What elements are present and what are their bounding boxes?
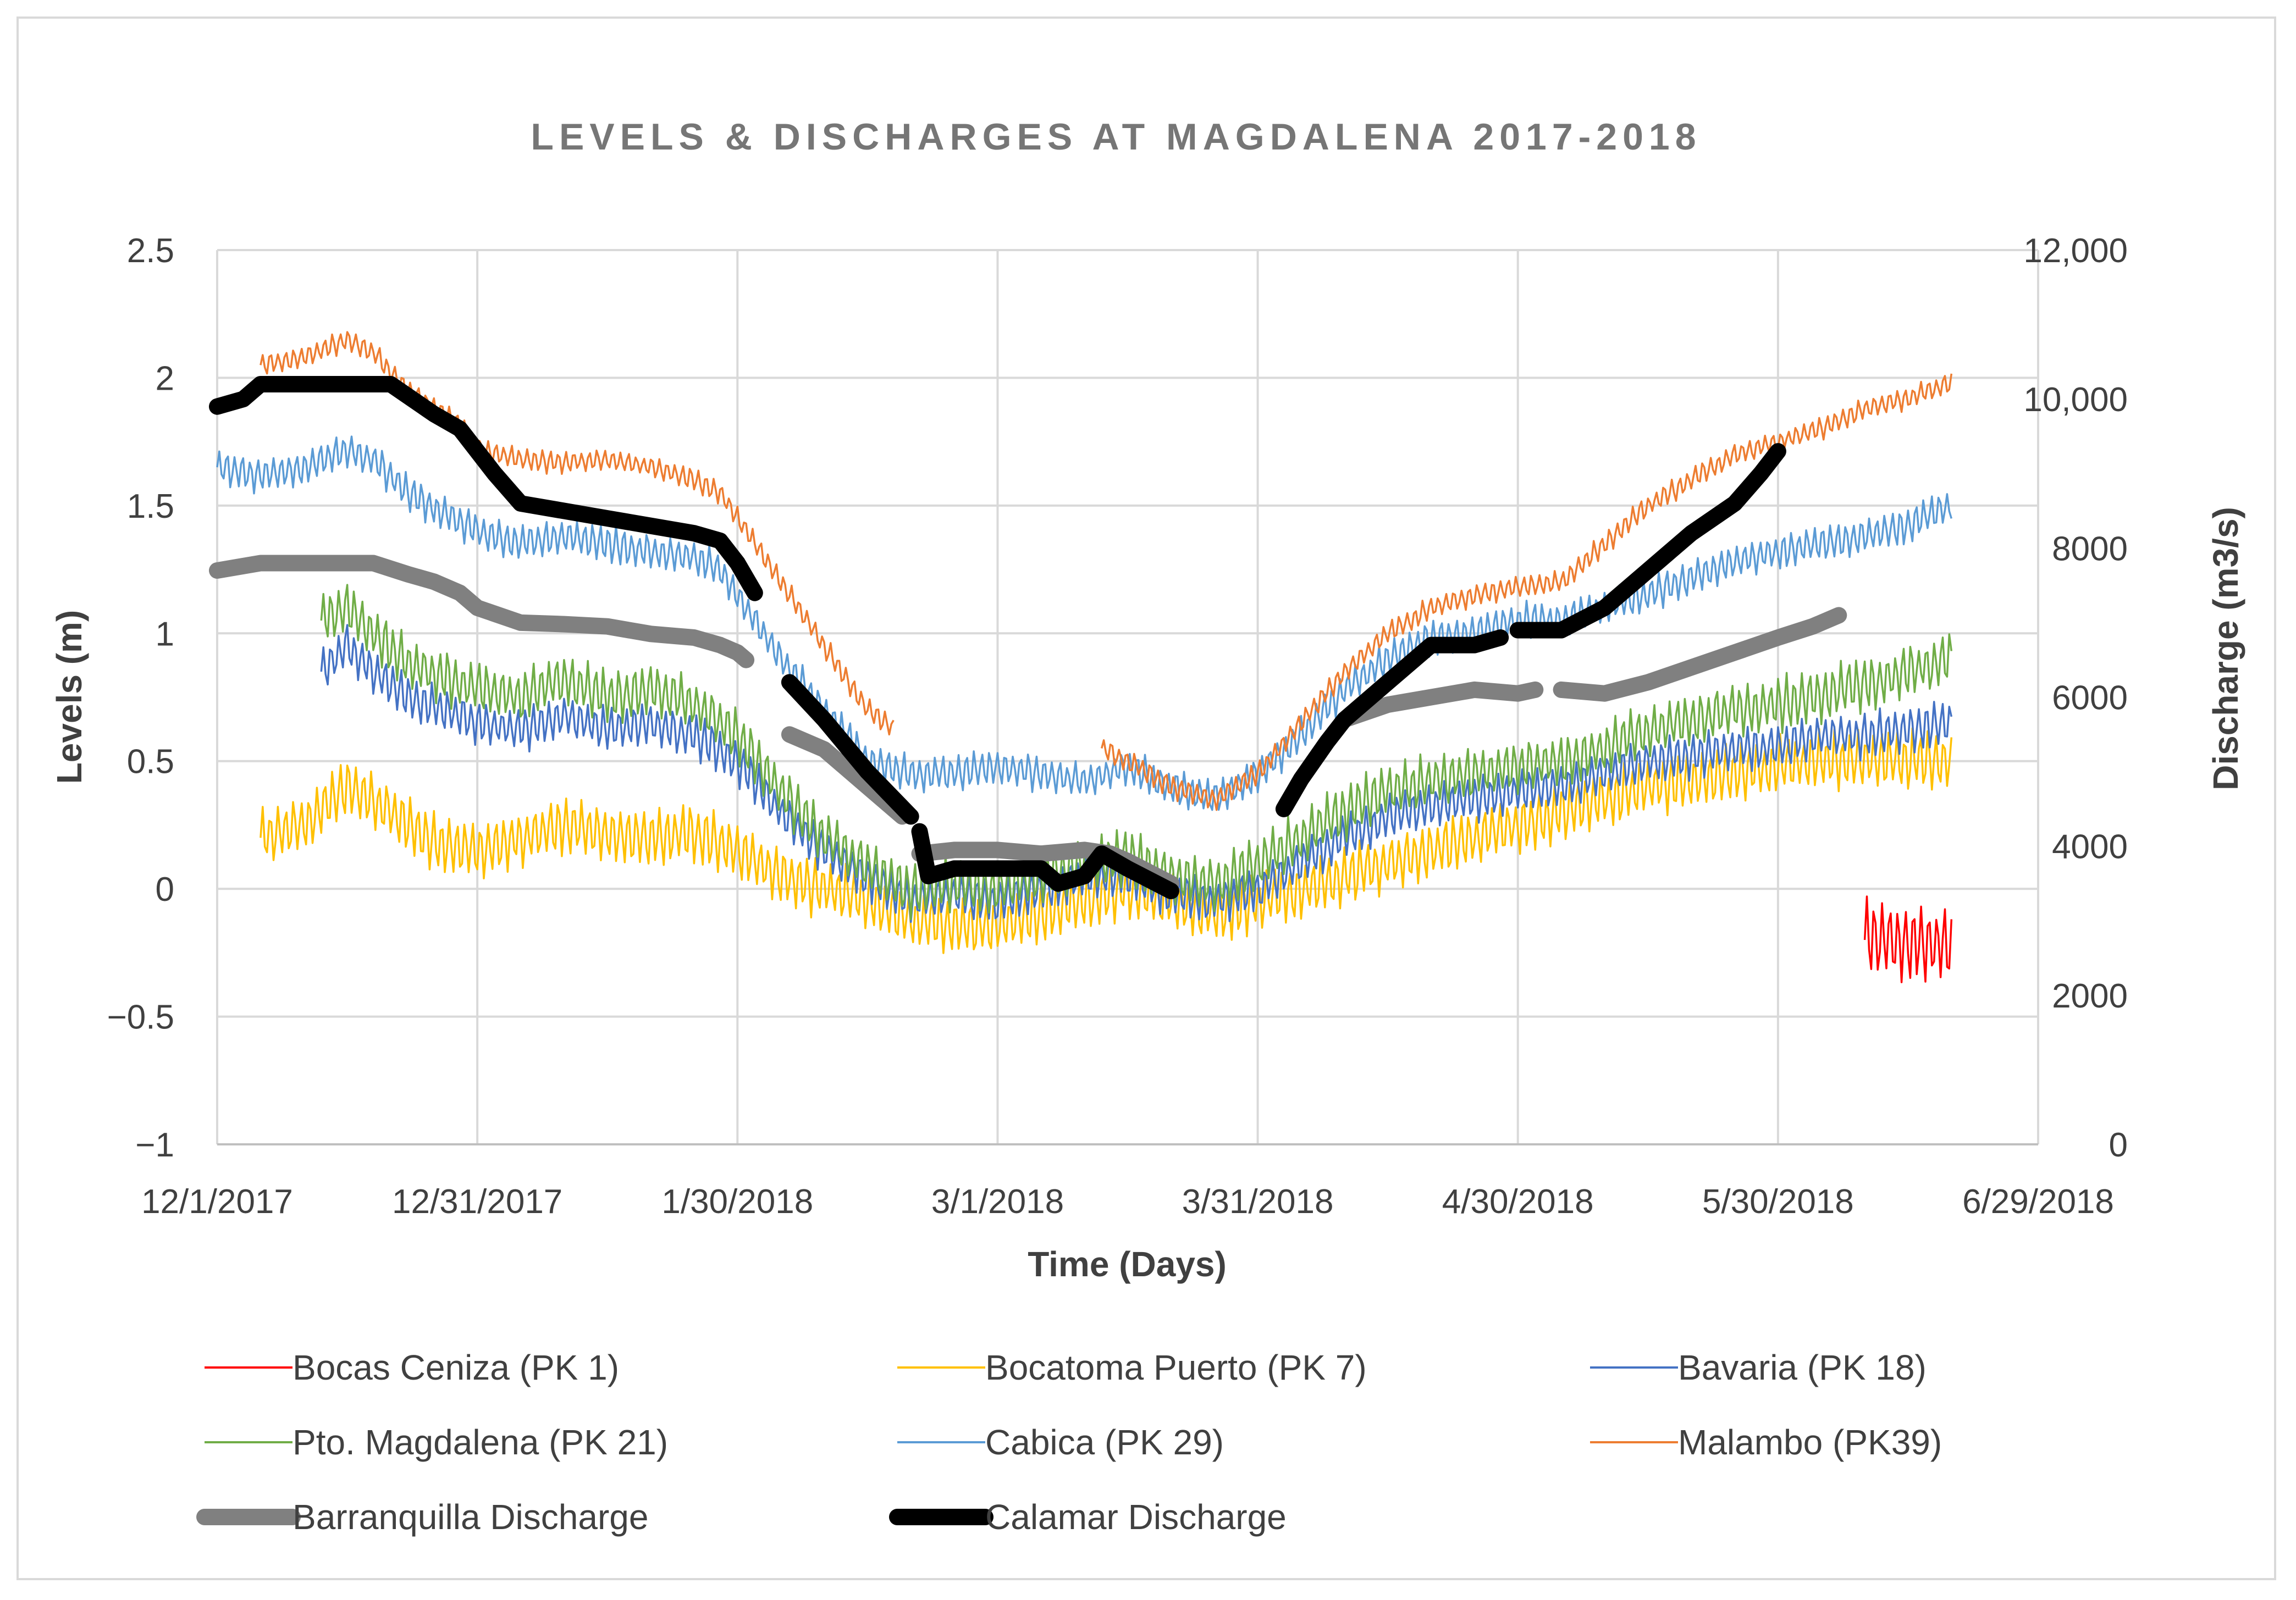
chart-frame — [16, 16, 2276, 1580]
ticks: 2.5 2 1.5 1 0.5 0 −0.5 −1 12,000 10,000 8000 6000 40… — [107, 232, 2128, 1221]
plot-series — [209, 331, 1953, 983]
discharge-line — [781, 674, 919, 825]
legend-label: Bocatoma Puerto (PK 7) — [985, 1348, 1367, 1387]
y-right-tick-label: 12,000 — [2023, 232, 2128, 270]
y-right-tick-label: 0 — [2109, 1126, 2128, 1164]
y-right-tick-label: 6000 — [2052, 679, 2128, 717]
series-line — [1863, 895, 1953, 983]
x-tick-label: 12/31/2017 — [392, 1183, 562, 1221]
legend-label: Cabica (PK 29) — [985, 1422, 1224, 1462]
x-tick-label: 12/1/2017 — [141, 1183, 293, 1221]
series-line — [1101, 373, 1953, 811]
legend-label: Calamar Discharge — [985, 1497, 1287, 1537]
series-line — [320, 624, 1953, 923]
series-line — [320, 584, 1953, 921]
y-left-tick-label: 2.5 — [127, 232, 174, 270]
series-line — [260, 331, 895, 736]
legend-label: Barranquilla Discharge — [292, 1497, 648, 1537]
y-left-tick-label: 2 — [156, 359, 174, 397]
y-right-axis-title: Discharge (m3/s) — [2206, 507, 2245, 790]
legend-label: Bocas Ceniza (PK 1) — [292, 1348, 619, 1387]
x-tick-label: 3/31/2018 — [1182, 1183, 1334, 1221]
series-line — [216, 435, 1952, 811]
discharge-line — [1509, 443, 1786, 639]
x-tick-label: 1/30/2018 — [661, 1183, 813, 1221]
x-axis-title: Time (Days) — [1028, 1244, 1227, 1284]
y-left-tick-label: −0.5 — [107, 999, 174, 1037]
discharge-line — [1553, 607, 1847, 702]
discharge-line — [911, 823, 1179, 899]
discharge-line — [781, 726, 910, 825]
discharge-line — [209, 376, 763, 601]
discharge-line — [209, 555, 755, 668]
x-tick-label: 3/1/2018 — [931, 1183, 1064, 1221]
y-left-tick-label: 0.5 — [127, 743, 174, 781]
y-left-tick-label: −1 — [135, 1126, 174, 1164]
x-tick-label: 5/30/2018 — [1702, 1183, 1854, 1221]
series-line — [260, 727, 1953, 954]
y-left-axis-title: Levels (m) — [49, 610, 89, 784]
discharge-line — [1336, 681, 1544, 728]
y-right-tick-label: 2000 — [2052, 977, 2128, 1015]
legend: Bocas Ceniza (PK 1) Bocatoma Puerto (PK 7… — [196, 1348, 1942, 1537]
y-left-tick-label: 0 — [156, 871, 174, 909]
y-right-tick-label: 8000 — [2052, 530, 2128, 568]
legend-label: Pto. Magdalena (PK 21) — [292, 1422, 668, 1462]
y-right-tick-label: 10,000 — [2023, 381, 2128, 419]
legend-label: Bavaria (PK 18) — [1678, 1348, 1927, 1387]
chart-title: LEVELS & DISCHARGES AT MAGDALENA 2017-20… — [531, 116, 1701, 158]
y-right-tick-label: 4000 — [2052, 828, 2128, 866]
discharge-line — [1275, 629, 1509, 817]
y-left-tick-label: 1.5 — [127, 488, 174, 525]
x-tick-label: 4/30/2018 — [1442, 1183, 1594, 1221]
legend-label: Malambo (PK39) — [1678, 1422, 1942, 1462]
x-tick-label: 6/29/2018 — [1962, 1183, 2114, 1221]
y-left-tick-label: 1 — [156, 615, 174, 653]
